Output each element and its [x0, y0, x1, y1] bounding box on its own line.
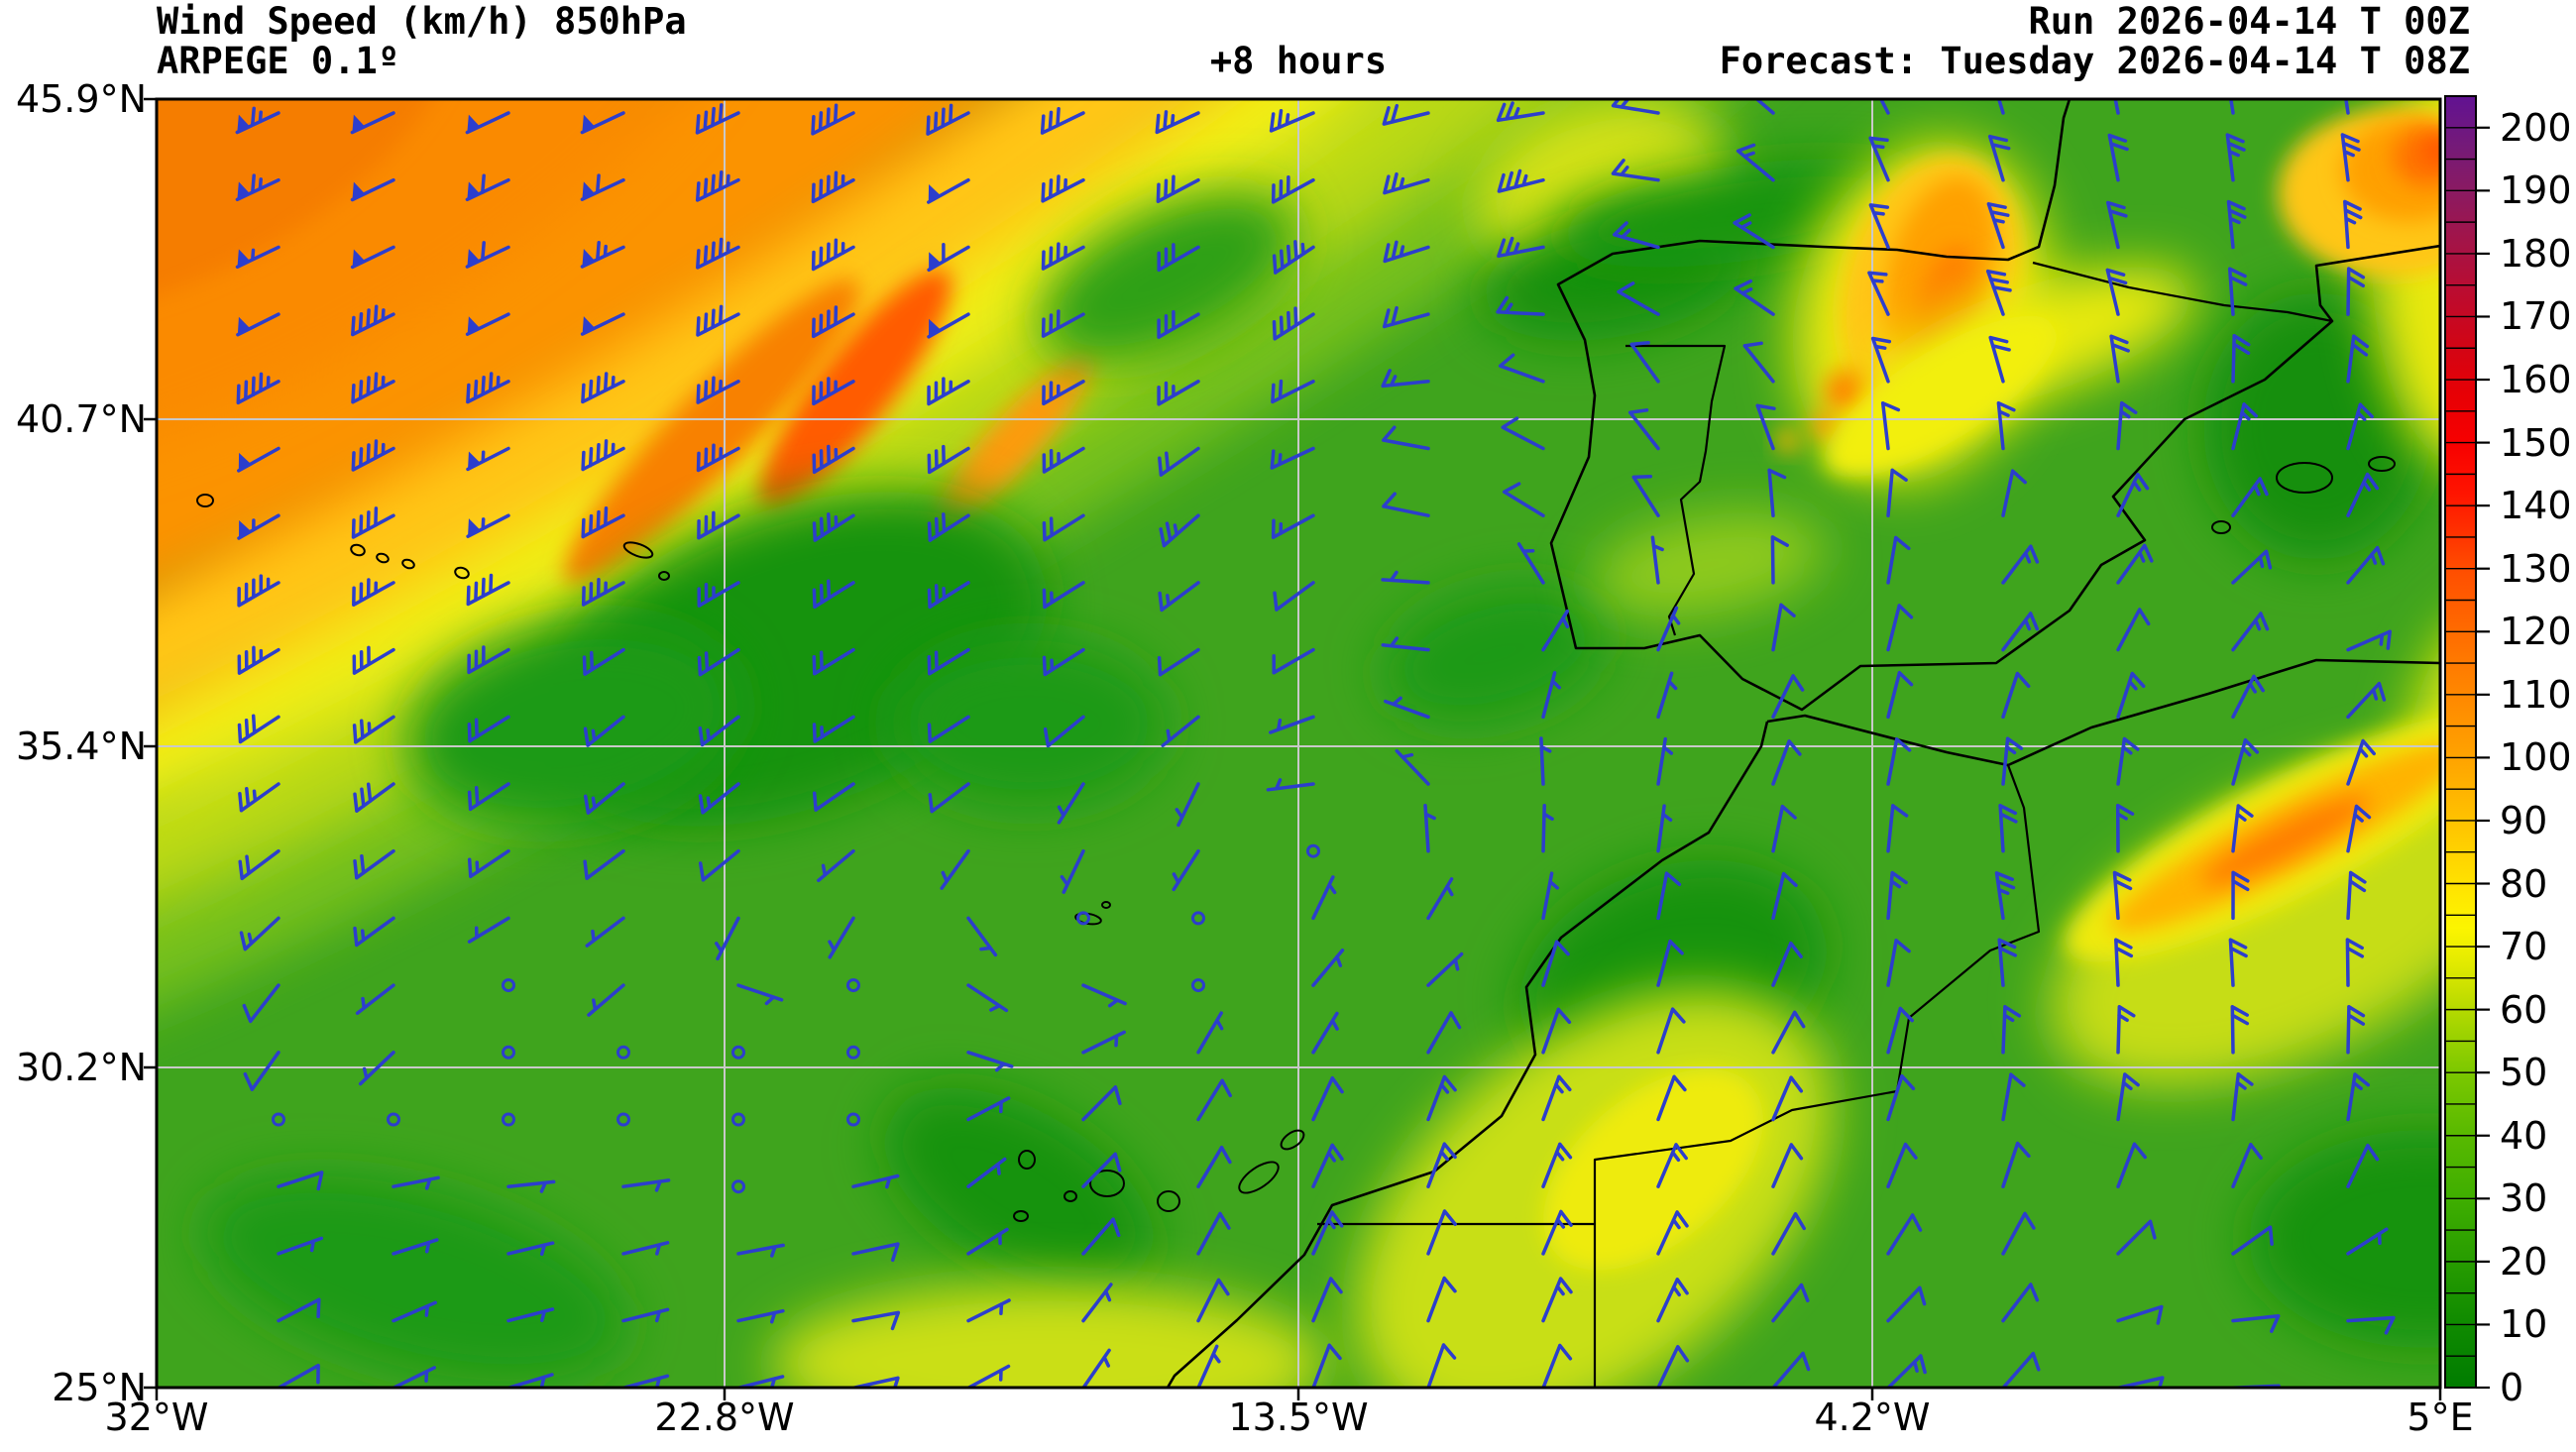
lon-tick-label: 13.5°W [1228, 1396, 1369, 1439]
forecast-time-label: Forecast: Tuesday 2026-04-14 T 08Z [1719, 40, 2470, 82]
colorbar-tick-label: 190 [2500, 168, 2572, 213]
colorbar-tick-label: 140 [2500, 484, 2572, 528]
lat-tick-label: 25°N [52, 1366, 147, 1409]
colorbar-tick-label: 40 [2500, 1113, 2548, 1158]
colorbar-tick-label: 70 [2500, 925, 2548, 969]
run-time-label: Run 2026-04-14 T 00Z [2028, 0, 2470, 43]
colorbar-tick-label: 80 [2500, 861, 2548, 906]
colorbar-tick-label: 170 [2500, 294, 2572, 339]
colorbar-tick-label: 30 [2500, 1176, 2548, 1221]
lon-tick-label: 22.8°W [654, 1396, 795, 1439]
colorbar-tick-label: 110 [2500, 672, 2572, 717]
lon-tick-label: 4.2°W [1814, 1396, 1931, 1439]
colorbar-tick-label: 130 [2500, 546, 2572, 591]
lon-tick-label: 5°E [2407, 1396, 2474, 1439]
lat-tick-label: 35.4°N [15, 725, 147, 768]
colorbar-tick-label: 60 [2500, 987, 2548, 1032]
lead-time-label: +8 hours [1209, 40, 1388, 82]
coastlines [196, 99, 2440, 1388]
map-title: Wind Speed (km/h) 850hPa [157, 0, 687, 43]
colorbar-tick-label: 50 [2500, 1051, 2548, 1095]
model-label: ARPEGE 0.1º [157, 40, 400, 82]
colorbar-tick-label: 0 [2500, 1366, 2524, 1409]
lat-tick-label: 30.2°N [15, 1046, 147, 1089]
colorbar-tick-label: 100 [2500, 735, 2572, 780]
colorbar-tick-label: 90 [2500, 798, 2548, 842]
lon-tick-label: 32°W [104, 1396, 209, 1439]
lat-tick-label: 45.9°N [15, 77, 147, 121]
wind-barbs [235, 99, 2396, 1388]
colorbar-tick-label: 150 [2500, 420, 2572, 465]
colorbar-tick-label: 160 [2500, 358, 2572, 402]
colorbar-tick-label: 10 [2500, 1302, 2548, 1347]
colorbar-tick-label: 120 [2500, 610, 2572, 654]
colorbar-tick-label: 200 [2500, 105, 2572, 150]
colorbar-tick-label: 20 [2500, 1239, 2548, 1284]
lat-tick-label: 40.7°N [15, 397, 147, 441]
axis-ticks [144, 97, 2442, 1400]
colorbar-tick-label: 180 [2500, 231, 2572, 276]
graticule [157, 99, 2440, 1388]
colorbar [2444, 95, 2490, 1390]
